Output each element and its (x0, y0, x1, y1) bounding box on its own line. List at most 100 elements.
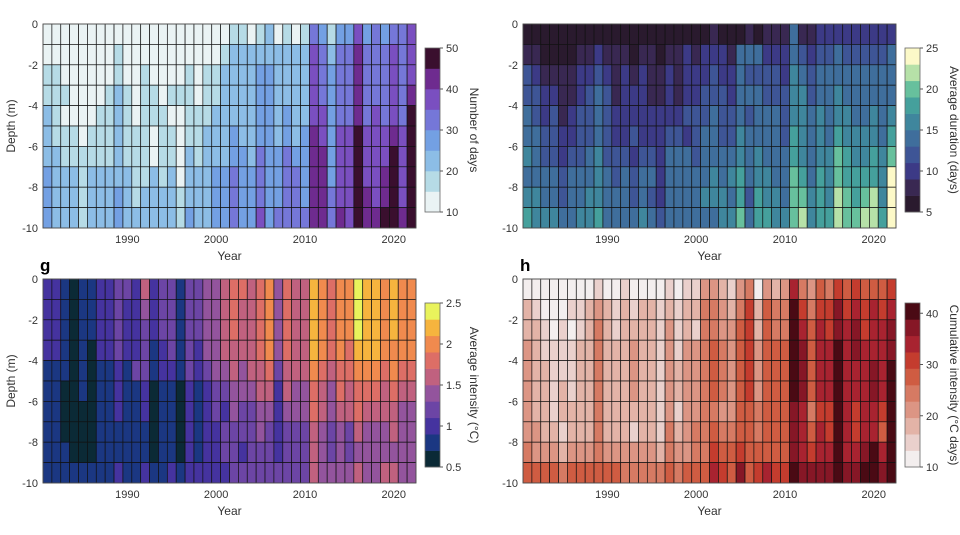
heatmap-cell (42, 125, 53, 147)
heatmap-cell (531, 339, 542, 361)
colorbar-label: Average intensity (°C) (467, 327, 481, 444)
heatmap-cell (220, 64, 230, 86)
heatmap-cell (87, 64, 97, 86)
heatmap-cell (593, 360, 604, 382)
heatmap-cell (211, 166, 221, 188)
heatmap-cell (886, 441, 897, 463)
heatmap-cell (193, 146, 204, 168)
heatmap-cell (824, 23, 835, 45)
heatmap-cell (255, 64, 266, 86)
heatmap-cell (638, 319, 648, 341)
heatmap-cell (762, 125, 773, 147)
heatmap-cell (824, 380, 835, 402)
heatmap-cell (362, 278, 372, 300)
heatmap-cell (131, 401, 142, 423)
heatmap-cell (789, 23, 799, 45)
heatmap-cell (762, 105, 773, 127)
colorbar-swatch (905, 417, 920, 435)
heatmap-cell (122, 278, 133, 300)
heatmap-cell (300, 105, 310, 127)
heatmap-cell (335, 299, 346, 321)
heatmap-cell (158, 207, 168, 229)
heatmap-cell (406, 146, 417, 168)
heatmap-cell (753, 207, 764, 229)
heatmap-cell (646, 23, 657, 45)
heatmap-cell (602, 339, 613, 361)
heatmap-cell (51, 421, 62, 443)
heatmap-cell (380, 23, 390, 45)
heatmap-cell (149, 186, 159, 208)
heatmap-cell (567, 23, 577, 45)
heatmap-cell (211, 441, 221, 463)
heatmap-cell (531, 360, 542, 382)
heatmap-cell (531, 146, 542, 168)
heatmap-cell (291, 441, 301, 463)
heatmap-cell (166, 23, 177, 45)
heatmap-cell (797, 105, 808, 127)
heatmap-cell (220, 421, 230, 443)
heatmap-cell (646, 166, 657, 188)
colorbar-tick-label: 30 (926, 360, 938, 372)
heatmap-cell (42, 339, 53, 361)
heatmap-cell (664, 360, 675, 382)
heatmap-cell (567, 380, 577, 402)
heatmap-cell (371, 166, 381, 188)
heatmap-cell (575, 462, 586, 484)
heatmap-cell (744, 146, 755, 168)
heatmap-cell (549, 125, 559, 147)
heatmap-cell (371, 299, 381, 321)
heatmap-cell (140, 105, 150, 127)
colorbar-swatch (905, 195, 920, 213)
heatmap-cell (87, 462, 97, 484)
heatmap-cell (211, 207, 221, 229)
colorbar-swatch (905, 64, 920, 82)
heatmap-cell (886, 23, 897, 45)
heatmap-cell (166, 84, 177, 106)
heatmap-cell (718, 64, 728, 86)
heatmap-cell (629, 360, 639, 382)
heatmap-cell (158, 44, 168, 66)
heatmap-cell (113, 299, 124, 321)
colorbar-swatch (905, 162, 920, 180)
heatmap-cell (833, 319, 844, 341)
heatmap-cell (531, 186, 542, 208)
heatmap-cell (762, 319, 773, 341)
heatmap-cell (664, 105, 675, 127)
panel-label: h (520, 256, 530, 275)
heatmap-cell (558, 441, 568, 463)
heatmap-cell (522, 421, 533, 443)
heatmap-cell (886, 421, 897, 443)
heatmap-cell (166, 166, 177, 188)
heatmap-cell (397, 441, 408, 463)
heatmap-cell (255, 339, 266, 361)
colorbar-tick-label: 2 (446, 339, 452, 351)
heatmap-cell (762, 339, 773, 361)
heatmap-cell (202, 186, 213, 208)
heatmap-cell (700, 207, 710, 229)
heatmap-cell (797, 166, 808, 188)
heatmap-cell (175, 401, 186, 423)
heatmap-cell (531, 125, 542, 147)
heatmap-cell (629, 339, 639, 361)
heatmap-cell (166, 380, 177, 402)
heatmap-cell (87, 146, 97, 168)
heatmap-cell (833, 441, 844, 463)
heatmap-cell (531, 421, 542, 443)
heatmap-cell (104, 380, 115, 402)
colorbar-tick-label: 1 (446, 421, 452, 433)
heatmap-cell (575, 105, 586, 127)
heatmap-cell (584, 166, 595, 188)
heatmap-cell (291, 166, 301, 188)
heatmap-cell (140, 186, 150, 208)
heatmap-cell (815, 64, 826, 86)
heatmap-cell (326, 84, 337, 106)
heatmap-cell (389, 299, 399, 321)
heatmap-cell (735, 207, 746, 229)
heatmap-cell (549, 339, 559, 361)
heatmap-cell (869, 84, 879, 106)
heatmap-cell (335, 380, 346, 402)
heatmap-cell (646, 125, 657, 147)
heatmap-cell (682, 44, 693, 66)
heatmap-cell (273, 401, 284, 423)
